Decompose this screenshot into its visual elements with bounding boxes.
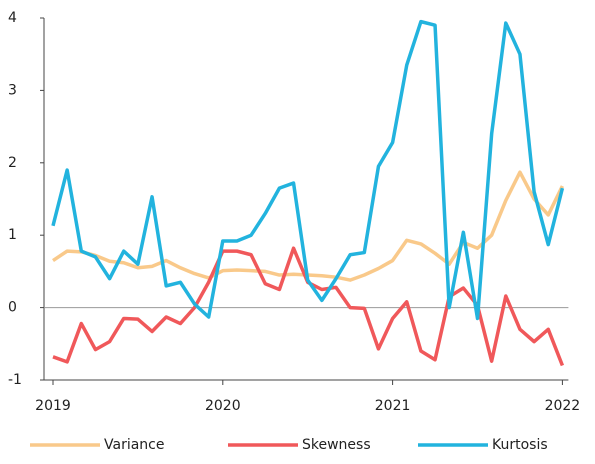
x-tick-label: 2020 (205, 398, 241, 414)
legend-label: Variance (104, 437, 164, 453)
y-tick-label: 4 (8, 10, 17, 26)
y-tick-label: 1 (8, 227, 17, 243)
y-tick-label: -1 (8, 372, 22, 388)
legend-label: Skewness (302, 437, 371, 453)
y-tick-label: 2 (8, 155, 17, 171)
legend-label: Kurtosis (492, 437, 548, 453)
x-tick-label: 2021 (375, 398, 411, 414)
series-line (51, 19, 565, 321)
x-tick-label: 2022 (545, 398, 581, 414)
y-tick-label: 0 (8, 300, 17, 316)
x-tick-label: 2019 (35, 398, 71, 414)
y-tick-label: 3 (8, 82, 17, 98)
